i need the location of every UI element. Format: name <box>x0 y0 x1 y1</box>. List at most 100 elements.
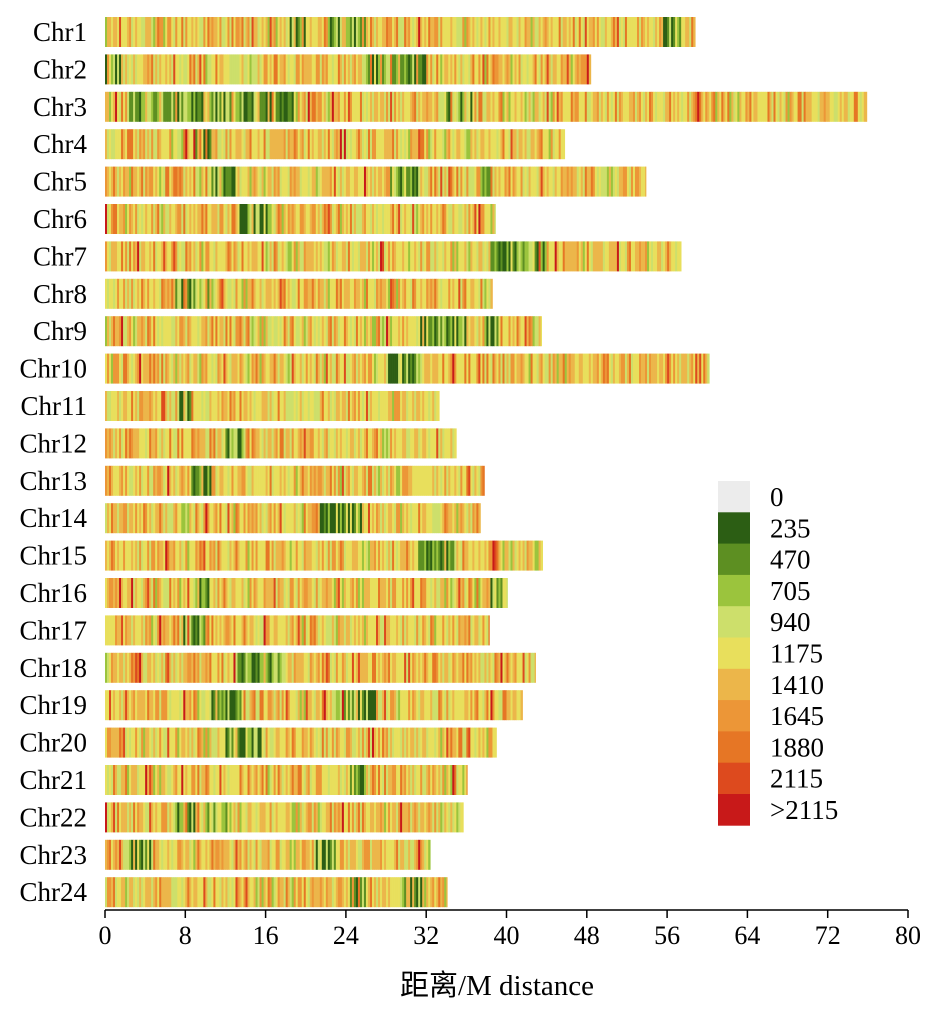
density-bin <box>337 465 341 496</box>
density-bin <box>442 428 445 459</box>
density-bin <box>269 204 272 234</box>
density-bin <box>428 316 431 347</box>
density-bin <box>309 503 313 534</box>
density-bin <box>249 428 252 459</box>
density-bin <box>345 465 349 496</box>
density-bin <box>155 17 158 47</box>
density-bin <box>177 391 180 421</box>
density-bin <box>442 204 445 234</box>
density-bin <box>179 578 182 608</box>
density-bin <box>524 316 527 347</box>
density-bin <box>769 91 772 122</box>
density-bin <box>317 204 321 234</box>
density-bin <box>143 17 146 47</box>
density-bin <box>392 615 395 646</box>
density-bin <box>127 129 130 160</box>
density-bin <box>351 166 355 197</box>
density-bin <box>209 690 212 721</box>
density-bin <box>305 129 309 160</box>
density-bin <box>454 428 457 459</box>
density-bin <box>111 353 114 384</box>
density-bin <box>263 54 266 85</box>
density-bin <box>372 316 375 347</box>
density-bin <box>410 166 413 197</box>
density-bin <box>257 540 260 571</box>
density-bin <box>378 91 381 122</box>
density-bin <box>376 615 379 646</box>
density-bin <box>317 241 321 272</box>
density-bin <box>183 765 186 795</box>
density-bin <box>512 91 515 122</box>
density-bin <box>616 353 620 384</box>
density-bin <box>231 316 234 347</box>
density-bin <box>402 391 405 421</box>
density-bin <box>438 391 440 421</box>
density-bin <box>508 316 511 347</box>
density-bin <box>247 204 250 234</box>
density-bin <box>223 316 226 347</box>
density-bin <box>191 839 194 870</box>
density-bin <box>269 166 272 197</box>
density-bin <box>386 17 389 47</box>
density-bin <box>181 204 184 234</box>
density-bin <box>277 166 280 197</box>
density-bin <box>119 166 122 197</box>
density-bin <box>177 17 180 47</box>
density-bin <box>247 278 250 309</box>
density-bin <box>185 802 188 833</box>
density-bin <box>261 129 264 160</box>
density-bin <box>187 540 190 571</box>
density-bin <box>155 278 158 309</box>
density-bin <box>195 428 198 459</box>
density-bin <box>285 91 289 122</box>
density-bin <box>331 91 335 122</box>
density-bin <box>414 316 417 347</box>
density-bin <box>396 615 399 646</box>
density-bin <box>131 802 134 833</box>
density-bin <box>213 839 216 870</box>
density-bin <box>137 540 140 571</box>
density-bin <box>117 503 120 534</box>
density-bin <box>241 727 244 758</box>
density-bin <box>667 91 670 122</box>
density-bin <box>209 166 212 197</box>
density-bin <box>496 652 499 683</box>
density-bin <box>177 765 180 795</box>
density-bin <box>378 204 381 234</box>
density-bin <box>418 316 421 347</box>
density-bin <box>241 802 244 833</box>
density-bin <box>163 17 166 47</box>
density-bin <box>191 54 194 85</box>
density-bin <box>325 802 329 833</box>
density-bin <box>440 129 443 160</box>
density-bin <box>281 652 285 683</box>
density-bin <box>600 353 604 384</box>
density-bin <box>217 503 220 534</box>
density-bin <box>157 316 160 347</box>
density-bin <box>363 503 367 534</box>
density-bin <box>643 91 646 122</box>
density-bin <box>135 540 138 571</box>
density-bin <box>632 166 636 197</box>
density-bin <box>245 129 248 160</box>
density-bin <box>560 241 564 272</box>
density-bin <box>125 316 128 347</box>
density-bin <box>151 316 154 347</box>
density-bin <box>345 578 349 608</box>
density-bin <box>438 578 441 608</box>
density-bin <box>193 839 196 870</box>
density-bin <box>107 316 110 347</box>
density-bin <box>444 54 447 85</box>
density-bin <box>707 91 710 122</box>
density-bin <box>203 503 206 534</box>
density-bin <box>661 241 664 272</box>
density-bin <box>341 615 345 646</box>
density-bin <box>645 353 648 384</box>
density-bin <box>301 353 305 384</box>
density-bin <box>255 316 258 347</box>
density-bin <box>319 652 323 683</box>
density-bin <box>532 652 535 683</box>
density-bin <box>572 166 576 197</box>
density-bin <box>293 615 297 646</box>
density-bin <box>386 802 389 833</box>
